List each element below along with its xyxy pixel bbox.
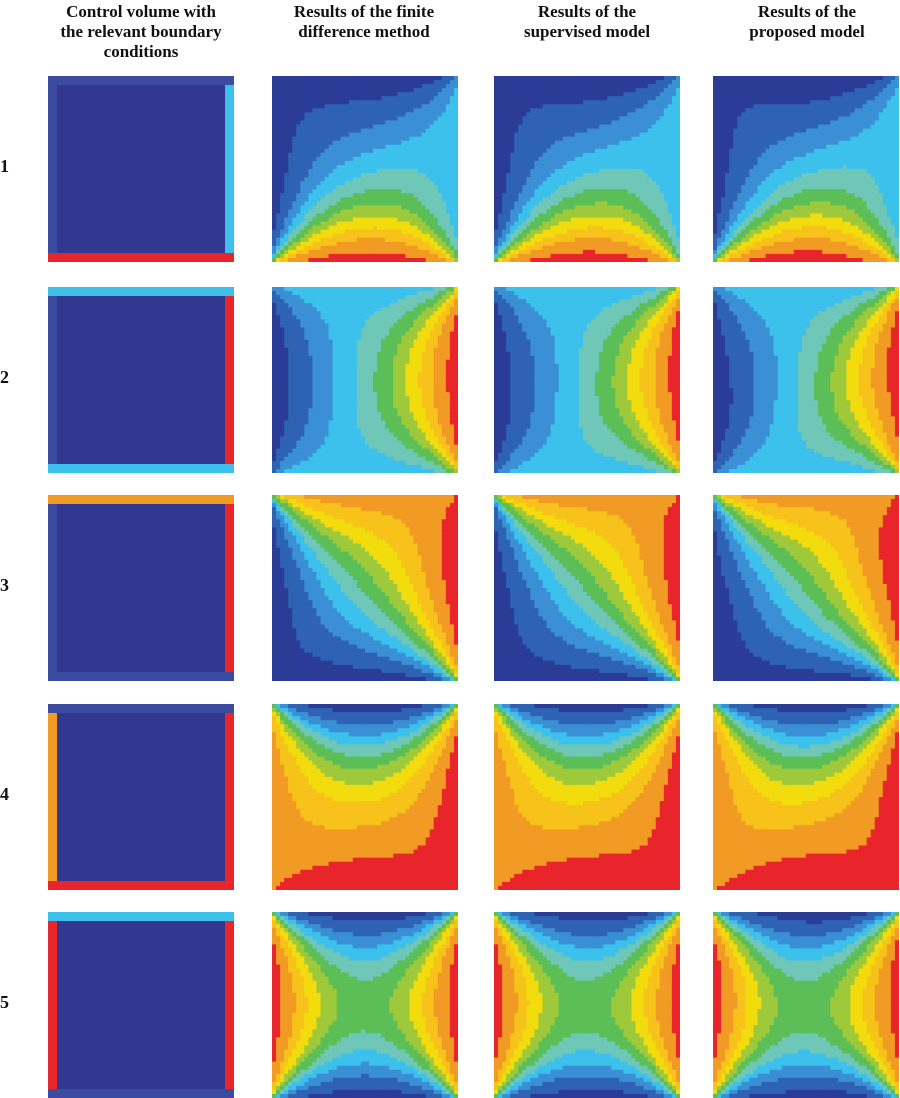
contour-field: [713, 912, 899, 1098]
finite-difference-panel: [272, 287, 458, 473]
boundary-left-bar: [48, 713, 57, 881]
proposed-model-panel: [713, 287, 899, 473]
contour-field: [272, 287, 458, 473]
finite-difference-panel: [272, 704, 458, 890]
finite-difference-panel: [272, 912, 458, 1098]
row-label-5: 5: [0, 992, 20, 1013]
boundary-diagram: [48, 495, 234, 681]
contour-field: [272, 912, 458, 1098]
finite-difference-panel: [272, 495, 458, 681]
proposed-model-panel: [713, 912, 899, 1098]
boundary-conditions-panel: [48, 495, 234, 681]
boundary-right-bar: [225, 713, 234, 881]
contour-field: [713, 287, 899, 473]
header-boundary-conditions: Control volume with the relevant boundar…: [40, 2, 242, 62]
boundary-top-bar: [48, 912, 234, 921]
boundary-diagram: [48, 76, 234, 262]
contour-field: [713, 495, 899, 681]
header-supervised-model: Results of the supervised model: [487, 2, 687, 42]
header-finite-difference: Results of the finite difference method: [264, 2, 464, 42]
row-label-3: 3: [0, 575, 20, 596]
supervised-model-panel: [494, 704, 680, 890]
boundary-conditions-panel: [48, 704, 234, 890]
boundary-right-bar: [225, 85, 234, 253]
supervised-model-panel: [494, 287, 680, 473]
contour-field: [713, 76, 899, 262]
proposed-model-panel: [713, 704, 899, 890]
row-label-4: 4: [0, 784, 20, 805]
contour-field: [494, 704, 680, 890]
supervised-model-panel: [494, 912, 680, 1098]
boundary-conditions-panel: [48, 76, 234, 262]
boundary-bottom-bar: [48, 464, 234, 473]
finite-difference-panel: [272, 76, 458, 262]
boundary-right-bar: [225, 296, 234, 464]
boundary-diagram: [48, 912, 234, 1098]
contour-field: [713, 704, 899, 890]
boundary-right-bar: [225, 921, 234, 1089]
contour-field: [494, 287, 680, 473]
row-label-1: 1: [0, 156, 20, 177]
proposed-model-panel: [713, 495, 899, 681]
contour-field: [494, 912, 680, 1098]
boundary-left-bar: [48, 921, 57, 1089]
boundary-conditions-panel: [48, 912, 234, 1098]
contour-field: [272, 495, 458, 681]
boundary-bottom-bar: [48, 881, 234, 890]
row-label-2: 2: [0, 367, 20, 388]
supervised-model-panel: [494, 495, 680, 681]
proposed-model-panel: [713, 76, 899, 262]
boundary-diagram: [48, 704, 234, 890]
contour-field: [494, 76, 680, 262]
boundary-top-bar: [48, 287, 234, 296]
boundary-top-bar: [48, 495, 234, 504]
supervised-model-panel: [494, 76, 680, 262]
boundary-conditions-panel: [48, 287, 234, 473]
contour-field: [272, 704, 458, 890]
boundary-right-bar: [225, 504, 234, 672]
contour-field: [494, 495, 680, 681]
boundary-diagram: [48, 287, 234, 473]
contour-field: [272, 76, 458, 262]
header-proposed-model: Results of the proposed model: [707, 2, 900, 42]
boundary-bottom-bar: [48, 253, 234, 262]
